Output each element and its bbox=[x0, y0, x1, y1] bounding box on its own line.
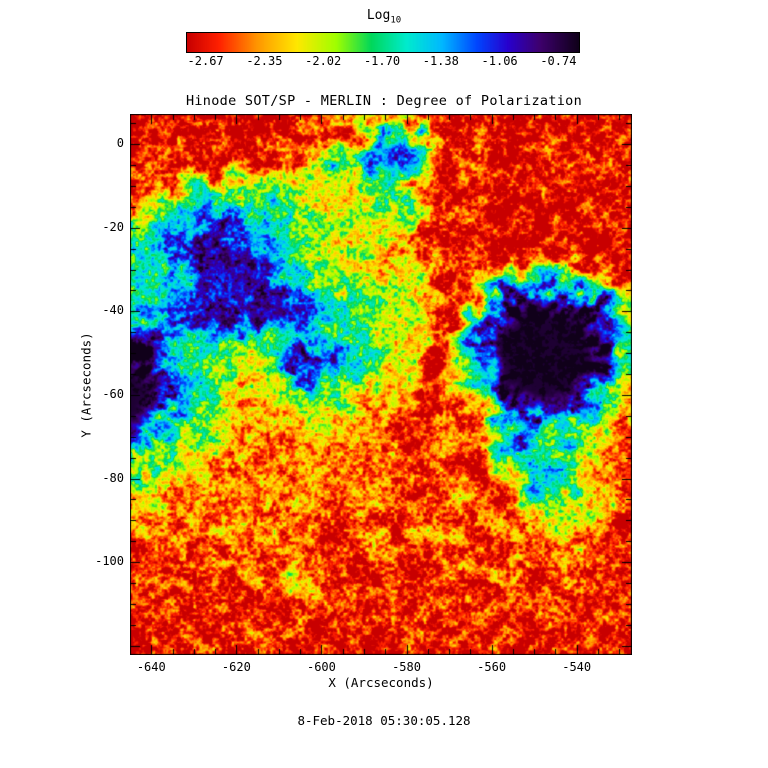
chart-title: Hinode SOT/SP - MERLIN : Degree of Polar… bbox=[185, 93, 583, 109]
colorbar-title: Log10 bbox=[0, 8, 768, 26]
colorbar-tick-label: -2.02 bbox=[305, 54, 342, 68]
colorbar-tick-label: -1.06 bbox=[481, 54, 518, 68]
x-tick-label: -580 bbox=[392, 660, 421, 674]
colorbar-tick-label: -0.74 bbox=[540, 54, 577, 68]
colorbar-tick-label: -2.67 bbox=[187, 54, 224, 68]
colorbar-title-subscript: 10 bbox=[390, 15, 402, 26]
y-tick-label: -20 bbox=[102, 219, 124, 234]
heatmap-plot bbox=[130, 114, 632, 655]
x-tick-label: -640 bbox=[136, 660, 166, 674]
y-tick-label: -60 bbox=[102, 386, 124, 401]
y-tick-label: -40 bbox=[102, 303, 124, 318]
x-tick-label: -620 bbox=[221, 660, 251, 674]
timestamp: 8-Feb-2018 05:30:05.128 bbox=[297, 713, 471, 728]
colorbar-gradient bbox=[186, 32, 580, 53]
x-tick-label: -600 bbox=[306, 660, 336, 674]
colorbar-tick-label: -1.38 bbox=[422, 54, 459, 68]
y-tick-label: -100 bbox=[95, 554, 124, 569]
x-tick-label: -560 bbox=[477, 660, 507, 674]
y-axis-label: Y (Arcseconds) bbox=[78, 332, 94, 438]
colorbar-tick-label: -1.70 bbox=[363, 54, 401, 68]
y-tick-label: -80 bbox=[102, 470, 124, 485]
x-axis-label: X (Arcseconds) bbox=[328, 675, 434, 690]
y-tick-label: 0 bbox=[116, 136, 124, 151]
colorbar-title-text: Log bbox=[366, 8, 391, 23]
colorbar-tick-label: -2.35 bbox=[246, 54, 283, 68]
x-tick-label: -540 bbox=[562, 660, 592, 674]
